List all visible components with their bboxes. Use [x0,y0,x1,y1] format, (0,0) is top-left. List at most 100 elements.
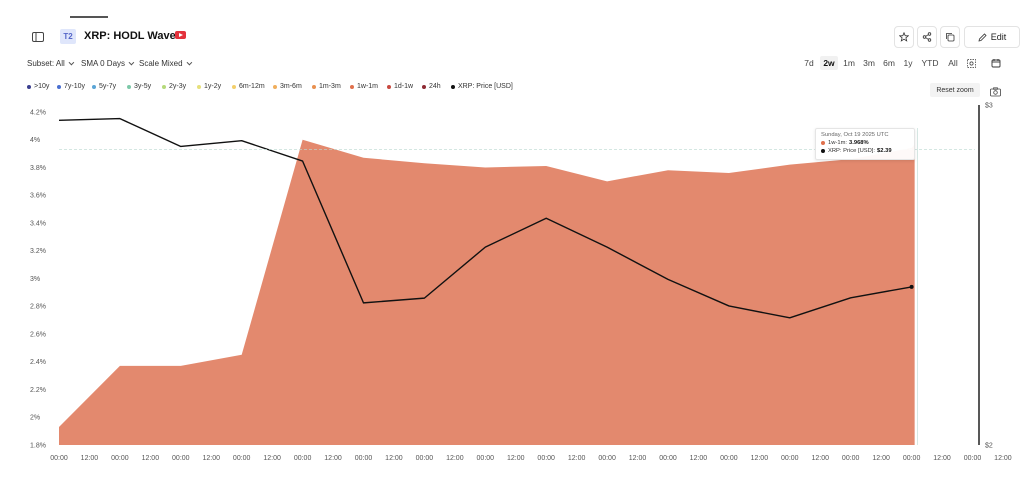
x-tick-label: 00:00 [903,455,921,462]
x-tick-label: 00:00 [598,455,616,462]
x-tick-label: 00:00 [781,455,799,462]
x-tick-label: 00:00 [50,455,68,462]
edit-button-label: Edit [990,32,1007,42]
tooltip-series2-value: $2.39 [877,148,892,154]
reset-zoom-button[interactable]: Reset zoom [930,83,980,97]
x-tick-label: 00:00 [416,455,434,462]
star-icon [899,32,909,42]
page-title: XRP: HODL Waves [84,30,182,42]
tooltip-series1-label: 1w-1m: [828,140,848,146]
subset-dropdown[interactable]: Subset: All [27,59,75,68]
legend-item[interactable]: 3y-5y [127,83,151,90]
share-icon [922,32,932,42]
range-3m[interactable]: 3m [863,58,875,68]
sidebar-icon [32,32,44,42]
tooltip-dot [821,141,825,145]
x-tick-label: 12:00 [811,455,829,462]
subset-label: Subset: All [27,59,65,68]
range-6m[interactable]: 6m [883,58,895,68]
y-tick-label: 2.2% [30,387,46,394]
y-tick-label: 4.2% [30,109,46,116]
range-1m[interactable]: 1m [843,58,855,68]
legend-item[interactable]: 1d-1w [387,83,413,90]
camera-icon [990,87,1001,97]
legend-item[interactable]: 7y-10y [57,83,85,90]
x-tick-label: 12:00 [507,455,525,462]
legend-item[interactable]: XRP: Price [USD] [451,83,513,90]
legend-dot [197,84,201,89]
sma-dropdown[interactable]: SMA 0 Days [81,59,135,68]
range-ytd[interactable]: YTD [921,58,939,68]
x-tick-label: 00:00 [659,455,677,462]
y-tick-label: 3.8% [30,165,46,172]
y-tick-label: 2.4% [30,359,46,366]
legend-dot [312,84,316,89]
legend-dot [162,84,166,89]
x-tick-label: 00:00 [294,455,312,462]
tooltip-dot [821,149,825,153]
tooltip-row-price: XRP: Price [USD]: $2.39 [821,148,909,154]
legend-item[interactable]: 1w-1m [350,83,378,90]
legend-label: 24h [429,83,441,90]
sidebar-toggle-button[interactable] [28,28,48,46]
chart-header: T2 XRP: HODL Waves Edit [24,24,1020,50]
legend-label: 3y-5y [134,83,152,90]
x-tick-label: 00:00 [111,455,129,462]
zoom-icon [966,58,976,68]
copy-button[interactable] [940,26,960,48]
legend-dot [27,84,31,89]
screenshot-button[interactable] [990,84,1002,97]
sma-label: SMA 0 Days [81,59,126,68]
legend-dot [422,84,426,89]
legend-label: 6m-12m [239,83,265,90]
area-series-1w-1m [59,139,915,445]
legend-item[interactable]: 1m-3m [312,83,341,90]
y-tick-label: 3.4% [30,220,46,227]
tooltip-row-1w-1m: 1w-1m: 3.968% [821,140,909,146]
scale-label: Scale Mixed [139,59,183,68]
legend-item[interactable]: 3m-6m [273,83,302,90]
x-tick-label: 00:00 [355,455,373,462]
range-2w[interactable]: 2w [820,56,838,70]
x-tick-label: 12:00 [568,455,586,462]
range-1y[interactable]: 1y [903,58,913,68]
range-all[interactable]: All [948,58,958,68]
x-tick-label: 00:00 [842,455,860,462]
legend-label: 1y-2y [204,83,222,90]
legend-dot [387,84,391,89]
legend-item[interactable]: 6m-12m [232,83,265,90]
favorite-button[interactable] [894,26,914,48]
legend-dot [57,84,61,89]
y-tick-label: 2.8% [30,304,46,311]
y-tick-label: 2.6% [30,331,46,338]
legend-item[interactable]: >10y [27,83,49,90]
x-tick-label: 12:00 [446,455,464,462]
range-7d[interactable]: 7d [804,58,814,68]
scale-dropdown[interactable]: Scale Mixed [139,59,192,68]
zoom-select-button[interactable] [964,56,978,70]
chart-tooltip: Sunday, Oct 19 2025 UTC 1w-1m: 3.968% XR… [815,128,915,160]
legend-label: XRP: Price [USD] [458,83,513,90]
legend-dot [451,84,455,89]
legend-item[interactable]: 1y-2y [197,83,221,90]
active-tab-indicator [70,16,108,18]
tooltip-date: Sunday, Oct 19 2025 UTC [821,132,889,138]
y-tick-label: 1.8% [30,443,46,450]
share-button[interactable] [917,26,937,48]
legend-item[interactable]: 5y-7y [92,83,116,90]
youtube-icon[interactable] [175,31,186,39]
x-tick-label: 12:00 [324,455,342,462]
x-tick-label: 12:00 [872,455,890,462]
legend-item[interactable]: 24h [422,83,441,90]
edit-button[interactable]: Edit [964,26,1020,48]
legend-dot [127,84,131,89]
x-tick-label: 12:00 [690,455,708,462]
calendar-button[interactable] [988,56,1004,70]
x-tick-label: 00:00 [477,455,495,462]
x-tick-label: 12:00 [263,455,281,462]
legend-item[interactable]: 2y-3y [162,83,186,90]
x-tick-label: 12:00 [751,455,769,462]
x-tick-label: 00:00 [720,455,738,462]
legend-dot [232,84,236,89]
